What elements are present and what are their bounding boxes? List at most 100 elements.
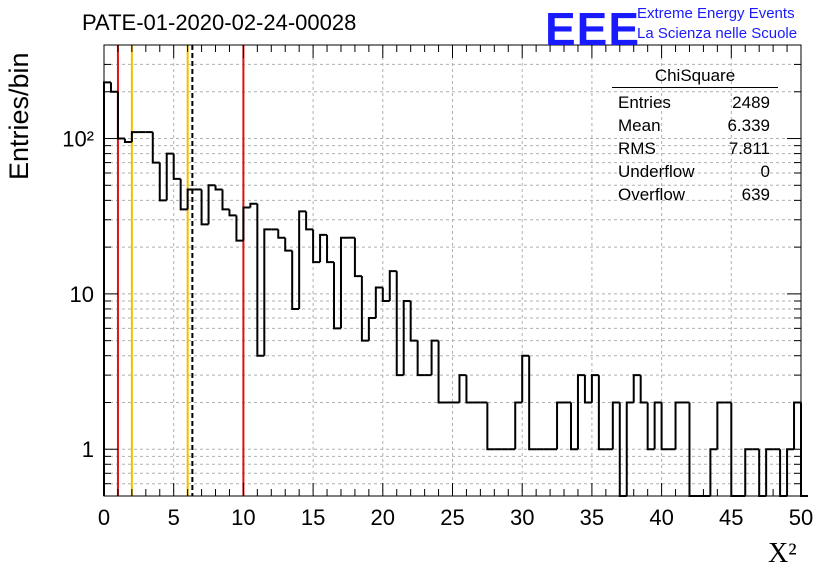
histogram-bin [103, 81, 111, 496]
y-axis-label: Entries/bin [4, 52, 34, 180]
histogram-bin [458, 374, 467, 403]
stats-value: 639 [741, 185, 770, 204]
x-tick-label: 15 [301, 505, 325, 530]
histogram-bin [249, 202, 258, 208]
histogram-bin [416, 340, 425, 377]
histogram-bin [207, 184, 216, 225]
x-tick-label: 35 [580, 505, 604, 530]
histogram-bin [388, 270, 397, 301]
histogram-bin [653, 401, 662, 450]
stats-box: ChiSquare Entries 2489 Mean 6.339 RMS 7.811… [612, 66, 778, 206]
histogram-bin [284, 237, 293, 252]
stats-value: 0 [760, 162, 770, 181]
stats-label: Overflow [618, 185, 686, 204]
histogram-bin [326, 234, 335, 264]
histogram-bin [165, 152, 174, 201]
histogram-bin [360, 276, 369, 342]
histogram-bin [556, 401, 565, 450]
histogram-bin [639, 375, 648, 404]
x-tick-label: 0 [98, 505, 110, 530]
histogram-bin [123, 138, 132, 143]
histogram-bin [291, 250, 300, 310]
x-tick-label: 20 [371, 505, 395, 530]
histogram-bin [353, 237, 362, 278]
histogram-bin [221, 189, 230, 211]
histogram-bin [765, 448, 774, 496]
stats-value: 6.339 [727, 116, 770, 135]
histogram-bin [402, 299, 411, 376]
histogram-bin [395, 271, 404, 377]
histogram-bin [744, 448, 753, 496]
x-tick-label: 10 [231, 505, 255, 530]
histogram-bin [674, 401, 683, 450]
histogram-bin [625, 401, 634, 496]
stats-value: 2489 [732, 93, 770, 112]
histogram-bin [632, 374, 641, 403]
histogram-bin [158, 162, 167, 202]
stats-row-mean: Mean 6.339 [612, 114, 778, 137]
stats-label: Underflow [618, 162, 695, 181]
logo-line-1: Extreme Energy Events [637, 5, 795, 22]
histogram-bin [709, 448, 718, 496]
histogram-bin [298, 210, 307, 309]
histogram-bin [486, 402, 495, 451]
stats-row-overflow: Overflow 639 [612, 183, 778, 206]
histogram-bin [611, 401, 620, 450]
histogram-bin [109, 82, 118, 93]
x-tick-label: 45 [719, 505, 743, 530]
histogram-bin [277, 229, 286, 239]
stats-value: 7.811 [728, 139, 770, 158]
stats-row-underflow: Underflow 0 [612, 160, 778, 183]
histogram-bin [597, 375, 606, 451]
histogram-bin [151, 132, 160, 164]
histogram-bin [228, 209, 237, 217]
stats-row-rms: RMS 7.811 [612, 137, 778, 160]
histogram-bin [172, 153, 181, 180]
histogram-bin [130, 131, 139, 142]
histogram-bin [312, 229, 321, 264]
x-tick-label: 40 [649, 505, 673, 530]
histogram-bin [367, 316, 376, 341]
y-tick-label: 10² [62, 127, 94, 152]
histogram-bin [590, 374, 599, 403]
histogram-bin [716, 401, 725, 450]
stats-label: RMS [618, 139, 656, 158]
stats-name: ChiSquare [612, 66, 778, 88]
logo-line-2: La Scienza nelle Scuole [637, 25, 798, 42]
eee-logo: EEE [545, 3, 641, 55]
histogram-bin [569, 402, 578, 451]
histogram-bin [256, 203, 265, 357]
histogram-bin [521, 354, 530, 403]
histogram-bin [514, 401, 523, 450]
stats-label: Entries [618, 93, 671, 112]
stats-label: Mean [618, 116, 661, 135]
histogram-bin [465, 375, 474, 404]
histogram-bin [583, 375, 592, 404]
histogram-bin [437, 340, 446, 404]
histogram-bin [381, 287, 390, 302]
histogram-bin [186, 188, 195, 210]
histogram-bin [305, 211, 314, 231]
x-tick-label: 30 [510, 505, 534, 530]
y-tick-label: 10 [70, 282, 94, 307]
histogram-bin [116, 91, 125, 140]
x-tick-label: 5 [168, 505, 180, 530]
plot-title: PATE-01-2020-02-24-00028 [82, 10, 357, 35]
histogram-bin [793, 401, 801, 450]
histogram-bin [214, 185, 223, 191]
histogram-bin [646, 402, 655, 451]
x-tick-label: 25 [440, 505, 464, 530]
histogram-bin [200, 189, 209, 226]
histogram-bin [660, 402, 669, 451]
x-tick-label: 50 [789, 505, 813, 530]
stats-row-entries: Entries 2489 [612, 91, 778, 114]
histogram-bin [800, 402, 808, 497]
histogram-bin [319, 233, 328, 263]
histogram-bin [179, 178, 188, 211]
y-tick-label: 1 [82, 437, 94, 462]
x-axis-label: X² [768, 538, 797, 569]
histogram-bin [242, 206, 251, 241]
histogram-bin [528, 355, 537, 451]
histogram-bin [409, 300, 418, 342]
